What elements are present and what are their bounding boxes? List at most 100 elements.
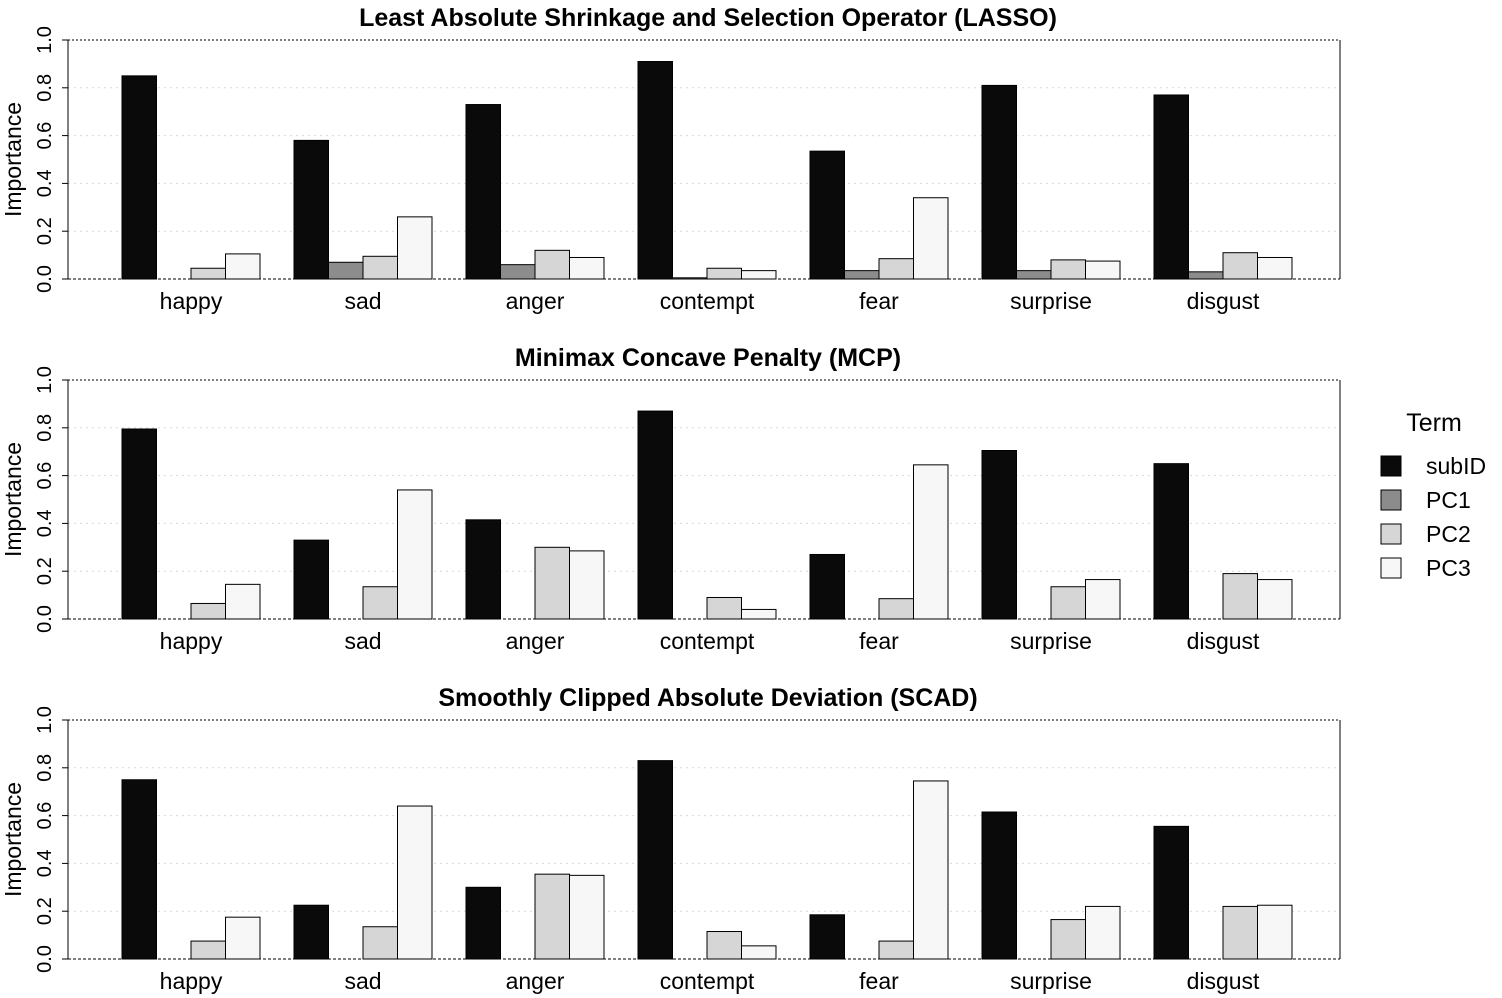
bar-subid-anger	[465, 519, 501, 620]
y-tick-label: 1.0	[34, 26, 56, 54]
bar-subid-contempt	[637, 410, 673, 620]
x-category-label: disgust	[1187, 968, 1260, 994]
x-category-label: anger	[506, 288, 565, 314]
bar-subid-contempt	[637, 760, 673, 960]
bar-pc2-disgust	[1222, 573, 1258, 620]
y-tick-label: 0.2	[34, 897, 56, 925]
bar-subid-fear	[809, 553, 845, 620]
x-category-label: happy	[160, 968, 223, 994]
bar-pc3-sad	[397, 805, 433, 960]
panel-1: Least Absolute Shrinkage and Selection O…	[0, 4, 1341, 314]
bar-pc3-contempt	[741, 270, 777, 280]
bar-subid-fear	[809, 150, 845, 280]
bar-pc2-sad	[362, 926, 398, 960]
y-tick-label: 0.8	[34, 414, 56, 442]
y-axis-label: Importance	[0, 102, 26, 217]
x-category-label: contempt	[660, 968, 755, 994]
bar-pc3-disgust	[1257, 579, 1293, 620]
bar-pc3-sad	[397, 489, 433, 620]
panel-title: Minimax Concave Penalty (MCP)	[515, 344, 901, 372]
bar-pc2-anger	[534, 546, 570, 620]
bar-subid-contempt	[637, 61, 673, 280]
bar-pc3-surprise	[1085, 260, 1121, 280]
y-tick-label: 0.0	[34, 945, 56, 973]
y-tick-label: 1.0	[34, 706, 56, 734]
bar-subid-disgust	[1153, 94, 1189, 280]
bar-pc2-fear	[878, 258, 914, 280]
bar-subid-happy	[121, 428, 157, 620]
bar-pc1-anger	[500, 264, 536, 280]
y-tick-label: 0.4	[34, 169, 56, 197]
bar-pc3-anger	[569, 874, 605, 960]
bar-pc3-fear	[913, 464, 949, 620]
y-tick-label: 0.0	[34, 265, 56, 293]
bar-subid-surprise	[981, 811, 1017, 960]
bar-pc1-surprise	[1016, 270, 1052, 280]
bar-subid-disgust	[1153, 463, 1189, 620]
bar-pc3-anger	[569, 550, 605, 620]
x-category-label: surprise	[1010, 628, 1092, 654]
x-category-label: contempt	[660, 628, 755, 654]
y-tick-label: 0.4	[34, 849, 56, 877]
y-tick-label: 0.6	[34, 802, 56, 830]
bar-subid-disgust	[1153, 825, 1189, 960]
bar-pc3-happy	[225, 583, 261, 620]
bar-subid-sad	[293, 904, 329, 960]
bar-pc3-contempt	[741, 945, 777, 960]
bar-pc3-surprise	[1085, 579, 1121, 620]
x-category-label: surprise	[1010, 968, 1092, 994]
bar-pc3-disgust	[1257, 904, 1293, 960]
bar-pc2-disgust	[1222, 905, 1258, 960]
bar-subid-sad	[293, 139, 329, 280]
bar-pc1-fear	[844, 270, 880, 280]
bar-subid-sad	[293, 539, 329, 620]
bar-pc3-anger	[569, 256, 605, 280]
bar-pc2-surprise	[1050, 586, 1086, 620]
panel-3: Smoothly Clipped Absolute Deviation (SCA…	[0, 684, 1341, 994]
x-category-label: fear	[859, 968, 899, 994]
bar-pc1-disgust	[1188, 271, 1224, 280]
x-category-label: sad	[344, 968, 381, 994]
legend-swatch-pc2	[1380, 523, 1402, 545]
x-category-label: contempt	[660, 288, 755, 314]
y-tick-label: 0.8	[34, 754, 56, 782]
bar-pc2-happy	[190, 940, 226, 960]
x-category-label: anger	[506, 628, 565, 654]
y-axis-label: Importance	[0, 782, 26, 897]
bar-pc3-sad	[397, 216, 433, 280]
x-category-label: fear	[859, 628, 899, 654]
x-category-label: surprise	[1010, 288, 1092, 314]
x-category-label: happy	[160, 628, 223, 654]
legend-swatch-pc1	[1380, 489, 1402, 511]
bar-pc3-happy	[225, 253, 261, 280]
bar-subid-happy	[121, 779, 157, 960]
bar-pc2-happy	[190, 267, 226, 280]
bar-pc2-fear	[878, 940, 914, 960]
bar-pc2-anger	[534, 873, 570, 960]
x-category-label: disgust	[1187, 288, 1260, 314]
x-category-label: fear	[859, 288, 899, 314]
bar-pc2-contempt	[706, 931, 742, 960]
legend-label-subid: subID	[1426, 453, 1486, 479]
chart-panels: Least Absolute Shrinkage and Selection O…	[0, 4, 1341, 994]
bar-pc2-happy	[190, 602, 226, 620]
y-tick-label: 0.4	[34, 509, 56, 537]
bar-pc2-sad	[362, 586, 398, 620]
bar-pc2-surprise	[1050, 919, 1086, 960]
legend: Term subID PC1 PC2 PC3	[1380, 409, 1486, 581]
bar-subid-surprise	[981, 450, 1017, 620]
bar-subid-surprise	[981, 84, 1017, 280]
bar-pc3-fear	[913, 780, 949, 960]
bar-pc2-sad	[362, 255, 398, 280]
bar-pc3-fear	[913, 197, 949, 280]
bar-subid-fear	[809, 914, 845, 960]
panel-title: Smoothly Clipped Absolute Deviation (SCA…	[438, 684, 977, 712]
bar-pc2-surprise	[1050, 259, 1086, 280]
x-category-label: sad	[344, 288, 381, 314]
y-tick-label: 1.0	[34, 366, 56, 394]
x-category-label: anger	[506, 968, 565, 994]
bar-pc1-sad	[328, 261, 364, 280]
bar-pc2-contempt	[706, 596, 742, 620]
legend-label-pc1: PC1	[1426, 487, 1471, 513]
